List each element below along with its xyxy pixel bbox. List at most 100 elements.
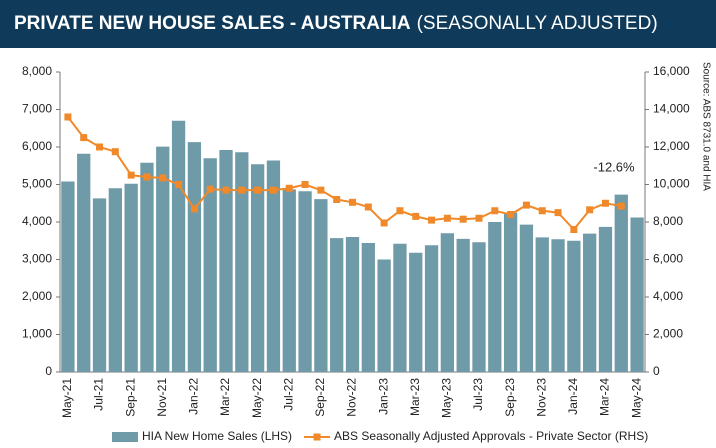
bar <box>456 238 470 372</box>
y2-tick-label: 14,000 <box>653 102 690 116</box>
bar <box>424 245 439 372</box>
line-marker <box>522 201 530 209</box>
x-tick-label: Sep-23 <box>503 378 517 417</box>
bar <box>77 153 91 372</box>
y2-tick-label: 2,000 <box>653 327 683 341</box>
bar <box>156 146 170 372</box>
line-marker <box>96 143 104 151</box>
title-group: PRIVATE NEW HOUSE SALES - AUSTRALIA (SEAS… <box>14 13 658 34</box>
line-marker <box>143 173 151 181</box>
line-marker <box>364 203 372 211</box>
y-tick-label: 1,000 <box>22 327 52 341</box>
x-tick-label: Jul-21 <box>92 378 106 411</box>
y-tick-label: 0 <box>45 364 52 378</box>
y-tick-label: 3,000 <box>22 252 52 266</box>
line-marker <box>554 209 562 217</box>
line-marker <box>570 226 578 233</box>
chart-title: PRIVATE NEW HOUSE SALES - AUSTRALIA <box>14 13 411 34</box>
line-marker <box>443 214 451 222</box>
bar <box>108 188 122 372</box>
legend-swatch <box>112 432 138 442</box>
line-marker <box>317 186 325 194</box>
line-marker <box>285 184 293 192</box>
x-tick-label: May-23 <box>440 378 454 418</box>
bar <box>219 150 233 372</box>
source-note: Source: ABS 8731.0 and HIA <box>700 62 711 191</box>
y2-tick-label: 6,000 <box>653 252 683 266</box>
bar <box>92 198 107 372</box>
x-tick-label: May-22 <box>250 378 264 418</box>
line-marker <box>206 185 214 193</box>
y-tick-label: 4,000 <box>22 214 52 228</box>
y2-tick-label: 4,000 <box>653 289 683 303</box>
line-marker <box>301 181 309 188</box>
bar <box>187 142 202 372</box>
legend-label: ABS Seasonally Adjusted Approvals - Priv… <box>334 429 648 443</box>
y2-tick-label: 8,000 <box>653 214 683 228</box>
y-tick-label: 7,000 <box>22 102 52 116</box>
line-marker <box>538 207 546 215</box>
line-marker <box>222 186 230 194</box>
bar <box>440 233 455 372</box>
x-tick-label: Sep-22 <box>313 378 327 417</box>
chart-subtitle: (SEASONALLY ADJUSTED) <box>417 13 658 34</box>
bar <box>61 181 75 372</box>
annotation: -12.6% <box>593 159 635 174</box>
line-marker <box>349 198 356 206</box>
line-marker <box>507 211 515 218</box>
line-marker <box>586 206 594 214</box>
y-tick-label: 5,000 <box>22 177 52 191</box>
bar <box>551 239 565 372</box>
y-tick-label: 2,000 <box>22 289 52 303</box>
bar <box>614 194 628 372</box>
bar <box>393 243 407 372</box>
line-marker <box>333 196 341 203</box>
x-tick-label: May-21 <box>60 378 74 418</box>
x-tick-label: Nov-23 <box>534 378 548 417</box>
line-marker <box>159 174 167 182</box>
line-marker <box>601 199 609 207</box>
bar <box>488 222 502 372</box>
bar <box>203 158 217 372</box>
bar <box>598 226 613 372</box>
bar <box>314 199 328 372</box>
y2-tick-label: 10,000 <box>653 177 690 191</box>
bar <box>298 191 312 372</box>
bar <box>583 233 597 372</box>
y2-tick-label: 12,000 <box>653 139 690 153</box>
line-marker <box>475 214 483 222</box>
bar <box>330 238 344 372</box>
bar <box>250 164 265 372</box>
bar <box>567 240 581 372</box>
x-tick-label: Mar-23 <box>408 378 422 416</box>
line-marker <box>491 207 499 215</box>
x-tick-label: Mar-24 <box>598 378 612 416</box>
line-marker <box>412 212 420 220</box>
line-marker <box>175 181 183 188</box>
line-marker <box>111 148 119 156</box>
line-marker <box>190 205 198 213</box>
bar <box>361 243 375 372</box>
y2-tick-label: 16,000 <box>653 64 690 78</box>
bar <box>282 189 296 372</box>
line-marker <box>380 219 388 227</box>
legend-swatch <box>313 433 321 441</box>
bar <box>519 224 534 372</box>
x-tick-label: Nov-22 <box>345 378 359 417</box>
x-tick-label: Jan-22 <box>187 378 201 415</box>
line-marker <box>238 186 246 194</box>
bar <box>503 212 518 372</box>
bar <box>235 152 249 372</box>
line-marker <box>269 186 277 194</box>
x-tick-label: Sep-21 <box>123 378 137 417</box>
bar <box>535 237 549 372</box>
x-tick-label: Jul-22 <box>281 378 295 411</box>
y2-tick-label: 0 <box>653 364 660 378</box>
title-banner <box>0 0 716 48</box>
y-tick-label: 8,000 <box>22 64 52 78</box>
bar <box>266 160 281 372</box>
x-tick-label: Jan-24 <box>566 378 580 415</box>
line-marker <box>459 215 467 223</box>
line-marker <box>127 171 135 179</box>
x-tick-label: Jan-23 <box>376 378 390 415</box>
